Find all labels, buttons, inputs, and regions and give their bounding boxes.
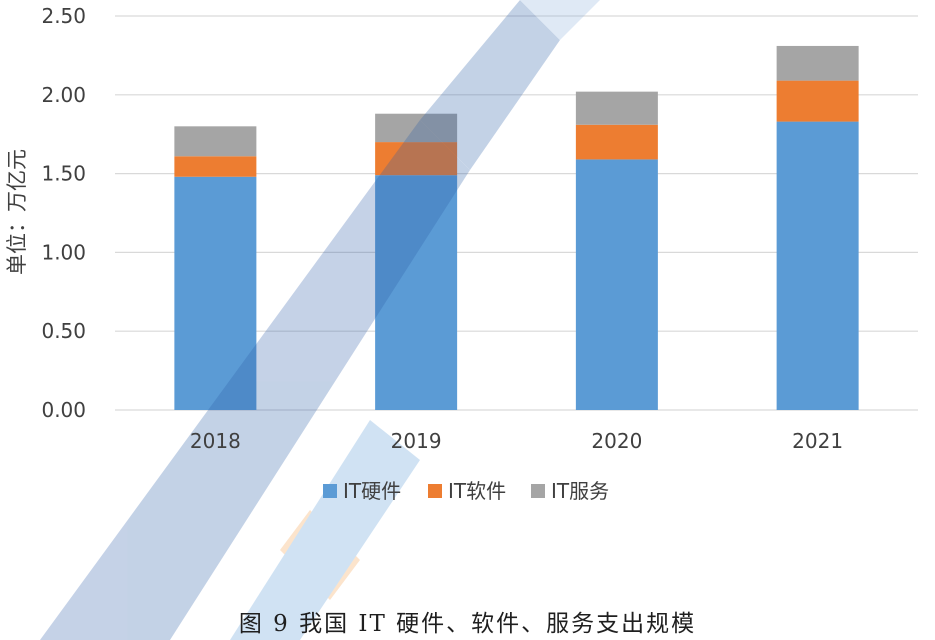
x-tick-label: 2019 [391, 429, 442, 453]
bar-segment [575, 124, 658, 160]
bars [174, 45, 859, 410]
bar-segment [575, 159, 658, 410]
legend-label: IT硬件 [343, 479, 401, 503]
bar-segment [174, 156, 257, 177]
bar-segment [776, 121, 859, 410]
bar-segment [575, 91, 658, 125]
x-axis-ticks: 2018 2019 2020 2021 [190, 429, 843, 453]
y-tick-label: 0.00 [41, 398, 86, 422]
legend-swatch [531, 484, 545, 498]
y-tick-label: 2.00 [41, 83, 86, 107]
y-axis-ticks: 0.00 0.50 1.00 1.50 2.00 2.50 [41, 4, 86, 422]
bar-segment [776, 80, 859, 122]
bar-segment [375, 113, 458, 143]
legend-swatch [323, 484, 337, 498]
legend-label: IT软件 [448, 479, 506, 503]
bar-segment [375, 142, 458, 176]
y-tick-label: 0.50 [41, 319, 86, 343]
x-tick-label: 2020 [591, 429, 642, 453]
x-tick-label: 2021 [792, 429, 843, 453]
legend: IT硬件 IT软件 IT服务 [323, 479, 609, 503]
figure-caption: 图 9 我国 IT 硬件、软件、服务支出规模 [238, 611, 697, 637]
legend-swatch [428, 484, 442, 498]
bar-segment [174, 176, 257, 410]
caict-watermark-logo [40, 0, 600, 640]
bar-segment [375, 175, 458, 410]
x-tick-label: 2018 [190, 429, 241, 453]
y-tick-label: 2.50 [41, 4, 86, 28]
y-tick-label: 1.50 [41, 162, 86, 186]
bar-segment [174, 126, 257, 157]
bar-segment [776, 45, 859, 81]
y-axis-title: 单位：万亿元 [5, 149, 29, 275]
legend-label: IT服务 [551, 479, 609, 503]
y-tick-label: 1.00 [41, 240, 86, 264]
